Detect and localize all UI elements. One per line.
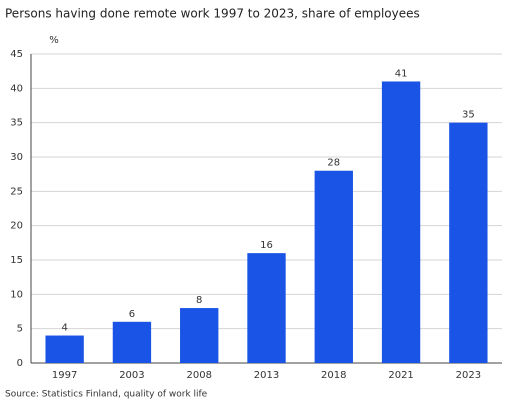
data-label: 41 bbox=[395, 68, 408, 79]
data-label: 35 bbox=[462, 110, 475, 121]
y-tick-label: 30 bbox=[10, 152, 23, 163]
data-label: 6 bbox=[129, 309, 135, 320]
y-axis-label: % bbox=[49, 35, 59, 46]
bar bbox=[449, 122, 488, 364]
bar bbox=[45, 335, 84, 363]
data-label: 8 bbox=[196, 295, 202, 306]
y-tick-label: 20 bbox=[10, 221, 23, 232]
data-label: 4 bbox=[61, 323, 67, 334]
x-tick-label: 2021 bbox=[388, 370, 413, 381]
x-tick-label: 2003 bbox=[119, 370, 144, 381]
y-tick-label: 25 bbox=[10, 186, 23, 197]
y-tick-label: 45 bbox=[10, 49, 23, 60]
y-tick-label: 15 bbox=[10, 255, 23, 266]
x-tick-label: 2008 bbox=[186, 370, 211, 381]
data-label: 28 bbox=[327, 158, 340, 169]
bar bbox=[180, 308, 219, 363]
y-tick-label: 35 bbox=[10, 118, 23, 129]
x-tick-label: 2018 bbox=[321, 370, 346, 381]
x-tick-label: 2023 bbox=[456, 370, 481, 381]
y-tick-label: 40 bbox=[10, 83, 23, 94]
source-note: Source: Statistics Finland, quality of w… bbox=[5, 390, 208, 400]
x-tick-label: 1997 bbox=[52, 370, 77, 381]
y-tick-label: 10 bbox=[10, 289, 23, 300]
bar bbox=[381, 81, 421, 363]
y-tick-label: 0 bbox=[17, 358, 23, 369]
chart-title: Persons having done remote work 1997 to … bbox=[5, 7, 420, 21]
y-tick-label: 5 bbox=[17, 324, 23, 335]
bar bbox=[314, 170, 353, 363]
bar bbox=[112, 321, 152, 363]
data-label: 16 bbox=[260, 240, 273, 251]
bar bbox=[247, 253, 286, 363]
x-tick-label: 2013 bbox=[254, 370, 279, 381]
